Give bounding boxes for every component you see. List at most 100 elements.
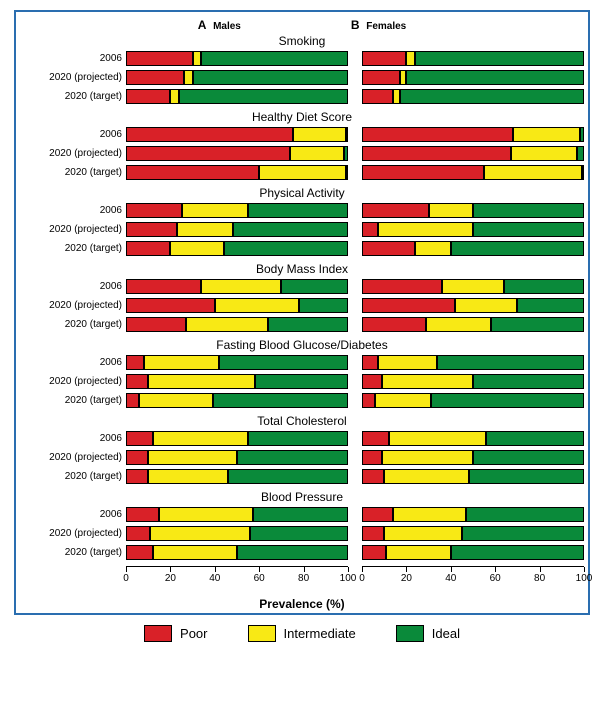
seg-poor bbox=[362, 450, 382, 465]
tick-label: 80 bbox=[298, 573, 309, 584]
seg-poor bbox=[362, 393, 375, 408]
bar bbox=[126, 393, 348, 408]
bar bbox=[362, 222, 584, 237]
bar-pair bbox=[126, 203, 584, 218]
seg-ideal bbox=[193, 70, 348, 85]
bar bbox=[126, 545, 348, 560]
seg-ideal bbox=[582, 165, 584, 180]
y-label: 2020 (projected) bbox=[20, 528, 126, 539]
seg-intermediate bbox=[153, 545, 237, 560]
tick bbox=[170, 567, 171, 572]
bar bbox=[126, 526, 348, 541]
seg-ideal bbox=[228, 469, 348, 484]
metric-row: 2006 bbox=[20, 505, 584, 524]
seg-intermediate bbox=[159, 507, 252, 522]
legend-label-intermediate: Intermediate bbox=[284, 626, 356, 641]
bar-pair bbox=[126, 279, 584, 294]
seg-ideal bbox=[346, 127, 348, 142]
seg-poor bbox=[362, 146, 511, 161]
seg-intermediate bbox=[513, 127, 580, 142]
y-label: 2020 (target) bbox=[20, 395, 126, 406]
bar bbox=[362, 431, 584, 446]
seg-poor bbox=[362, 355, 378, 370]
bar bbox=[126, 127, 348, 142]
bar-pair bbox=[126, 526, 584, 541]
seg-poor bbox=[126, 241, 170, 256]
seg-ideal bbox=[253, 507, 348, 522]
seg-intermediate bbox=[293, 127, 346, 142]
seg-intermediate bbox=[375, 393, 431, 408]
metric-row: 2006 bbox=[20, 49, 584, 68]
seg-poor bbox=[126, 298, 215, 313]
bar bbox=[362, 374, 584, 389]
seg-ideal bbox=[451, 241, 584, 256]
bar-pair bbox=[126, 355, 584, 370]
metric-row: 2020 (projected) bbox=[20, 372, 584, 391]
seg-ideal bbox=[466, 507, 584, 522]
metric-row: 2020 (target) bbox=[20, 543, 584, 562]
seg-poor bbox=[126, 355, 144, 370]
bar bbox=[362, 298, 584, 313]
seg-ideal bbox=[268, 317, 348, 332]
metric-row: 2020 (target) bbox=[20, 239, 584, 258]
y-label: 2020 (projected) bbox=[20, 224, 126, 235]
tick-label: 60 bbox=[254, 573, 265, 584]
seg-poor bbox=[362, 374, 382, 389]
seg-poor bbox=[126, 469, 148, 484]
bar bbox=[126, 431, 348, 446]
bar bbox=[362, 450, 584, 465]
seg-ideal bbox=[580, 127, 584, 142]
metrics-container: Smoking20062020 (projected)2020 (target)… bbox=[20, 34, 584, 562]
bar bbox=[362, 526, 584, 541]
seg-ideal bbox=[281, 279, 348, 294]
plot-box: A Males B Females Smoking20062020 (proje… bbox=[14, 10, 590, 615]
metric-row: 2020 (projected) bbox=[20, 220, 584, 239]
seg-poor bbox=[126, 393, 139, 408]
swatch-poor bbox=[144, 625, 172, 642]
seg-intermediate bbox=[382, 450, 473, 465]
seg-ideal bbox=[346, 165, 348, 180]
tick-label: 60 bbox=[490, 573, 501, 584]
seg-ideal bbox=[437, 355, 584, 370]
tick-label: 40 bbox=[445, 573, 456, 584]
seg-poor bbox=[126, 51, 193, 66]
seg-poor bbox=[362, 317, 426, 332]
seg-poor bbox=[126, 507, 159, 522]
seg-intermediate bbox=[426, 317, 490, 332]
bar-pair bbox=[126, 374, 584, 389]
seg-ideal bbox=[250, 526, 348, 541]
tick-label: 80 bbox=[534, 573, 545, 584]
metric-group: Smoking20062020 (projected)2020 (target) bbox=[20, 34, 584, 106]
y-label: 2006 bbox=[20, 433, 126, 444]
bar bbox=[362, 51, 584, 66]
swatch-intermediate bbox=[248, 625, 276, 642]
tick bbox=[584, 567, 585, 572]
seg-intermediate bbox=[389, 431, 487, 446]
tick-label: 40 bbox=[209, 573, 220, 584]
seg-intermediate bbox=[148, 450, 237, 465]
seg-poor bbox=[362, 469, 384, 484]
y-label: 2020 (projected) bbox=[20, 300, 126, 311]
seg-intermediate bbox=[382, 374, 473, 389]
seg-intermediate bbox=[259, 165, 346, 180]
seg-intermediate bbox=[429, 203, 473, 218]
bar bbox=[362, 507, 584, 522]
seg-intermediate bbox=[415, 241, 451, 256]
seg-intermediate bbox=[201, 279, 281, 294]
seg-ideal bbox=[462, 526, 584, 541]
seg-poor bbox=[126, 203, 182, 218]
seg-poor bbox=[126, 70, 184, 85]
bar bbox=[362, 146, 584, 161]
seg-poor bbox=[362, 51, 406, 66]
seg-poor bbox=[362, 127, 513, 142]
seg-ideal bbox=[473, 450, 584, 465]
metric-row: 2020 (projected) bbox=[20, 68, 584, 87]
x-axis-males: 020406080100 bbox=[126, 566, 348, 593]
seg-poor bbox=[362, 507, 393, 522]
y-label: 2020 (projected) bbox=[20, 376, 126, 387]
bar bbox=[126, 355, 348, 370]
bar-pair bbox=[126, 146, 584, 161]
metric-row: 2006 bbox=[20, 125, 584, 144]
metric-title: Healthy Diet Score bbox=[20, 110, 584, 124]
y-label: 2020 (target) bbox=[20, 167, 126, 178]
